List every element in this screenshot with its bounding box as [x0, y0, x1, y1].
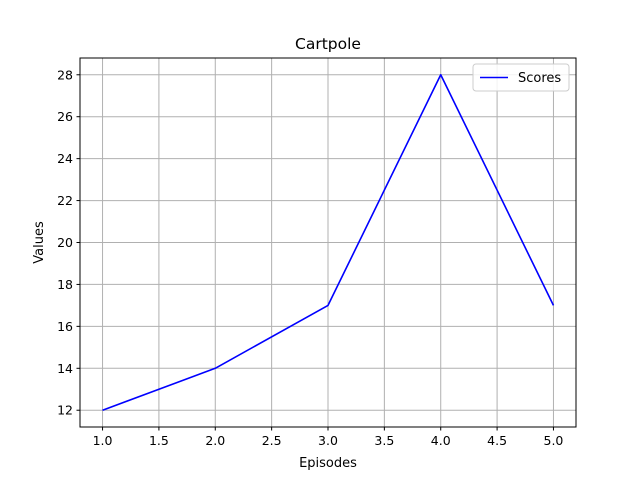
y-tick-label: 28	[57, 67, 73, 82]
y-tick-label: 20	[57, 235, 73, 250]
series-line-scores	[102, 73, 555, 411]
grid	[80, 58, 576, 427]
legend: Scores	[472, 63, 570, 92]
x-tick-label: 4.5	[487, 433, 507, 448]
x-tick-label: 5.0	[544, 433, 564, 448]
y-axis-label: Values	[32, 221, 47, 264]
y-tick-label: 12	[57, 403, 73, 418]
series-layer	[102, 73, 555, 411]
legend-box	[472, 63, 570, 92]
x-tick-label: 3.0	[318, 433, 338, 448]
x-tick-label: 1.5	[149, 433, 169, 448]
axis-ticks: 1.0 1.5 2.0 2.5 3.0 3.5 4.0 4.5 5.0 12 14 16 18 20 22 2…	[57, 67, 563, 448]
y-tick-label: 16	[57, 319, 73, 334]
y-tick-label: 26	[57, 109, 73, 124]
legend-label: Scores	[518, 71, 561, 86]
x-axis-label: Episodes	[299, 456, 357, 471]
x-tick-label: 2.0	[205, 433, 225, 448]
y-tick-label: 14	[57, 361, 73, 376]
x-tick-label: 2.5	[262, 433, 282, 448]
x-tick-label: 3.5	[374, 433, 394, 448]
x-tick-label: 4.0	[431, 433, 451, 448]
x-tick-label: 1.0	[93, 433, 113, 448]
chart-title: Cartpole	[295, 35, 361, 53]
y-tick-label: 24	[57, 151, 73, 166]
y-tick-label: 18	[57, 277, 73, 292]
y-tick-label: 22	[57, 193, 73, 208]
